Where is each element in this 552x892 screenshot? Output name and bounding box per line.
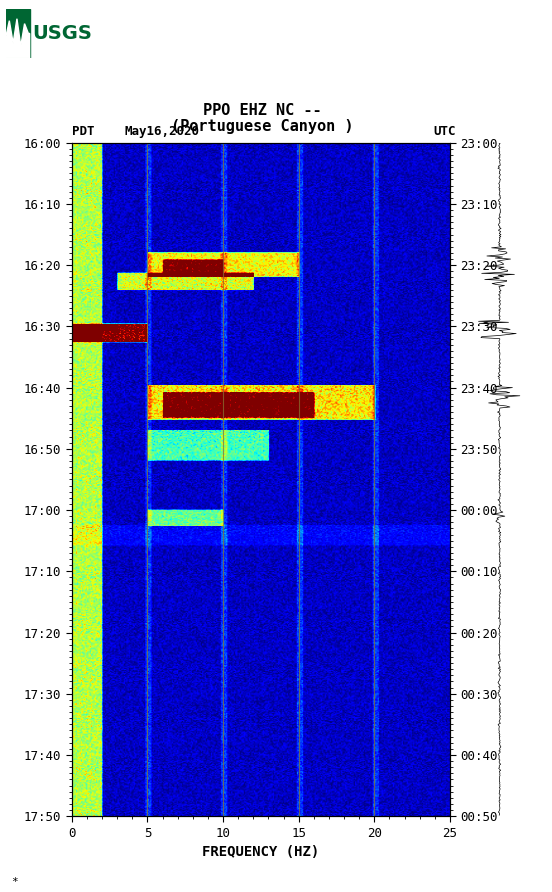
Text: USGS: USGS <box>32 24 92 43</box>
X-axis label: FREQUENCY (HZ): FREQUENCY (HZ) <box>202 845 320 859</box>
Text: PPO EHZ NC --: PPO EHZ NC -- <box>203 103 321 118</box>
Text: May16,2020: May16,2020 <box>124 125 199 138</box>
Text: PDT: PDT <box>72 125 94 138</box>
Bar <box>6 9 30 58</box>
Text: (Portuguese Canyon ): (Portuguese Canyon ) <box>171 119 353 134</box>
Polygon shape <box>6 19 30 58</box>
Text: UTC: UTC <box>433 125 455 138</box>
Text: *: * <box>11 877 18 887</box>
